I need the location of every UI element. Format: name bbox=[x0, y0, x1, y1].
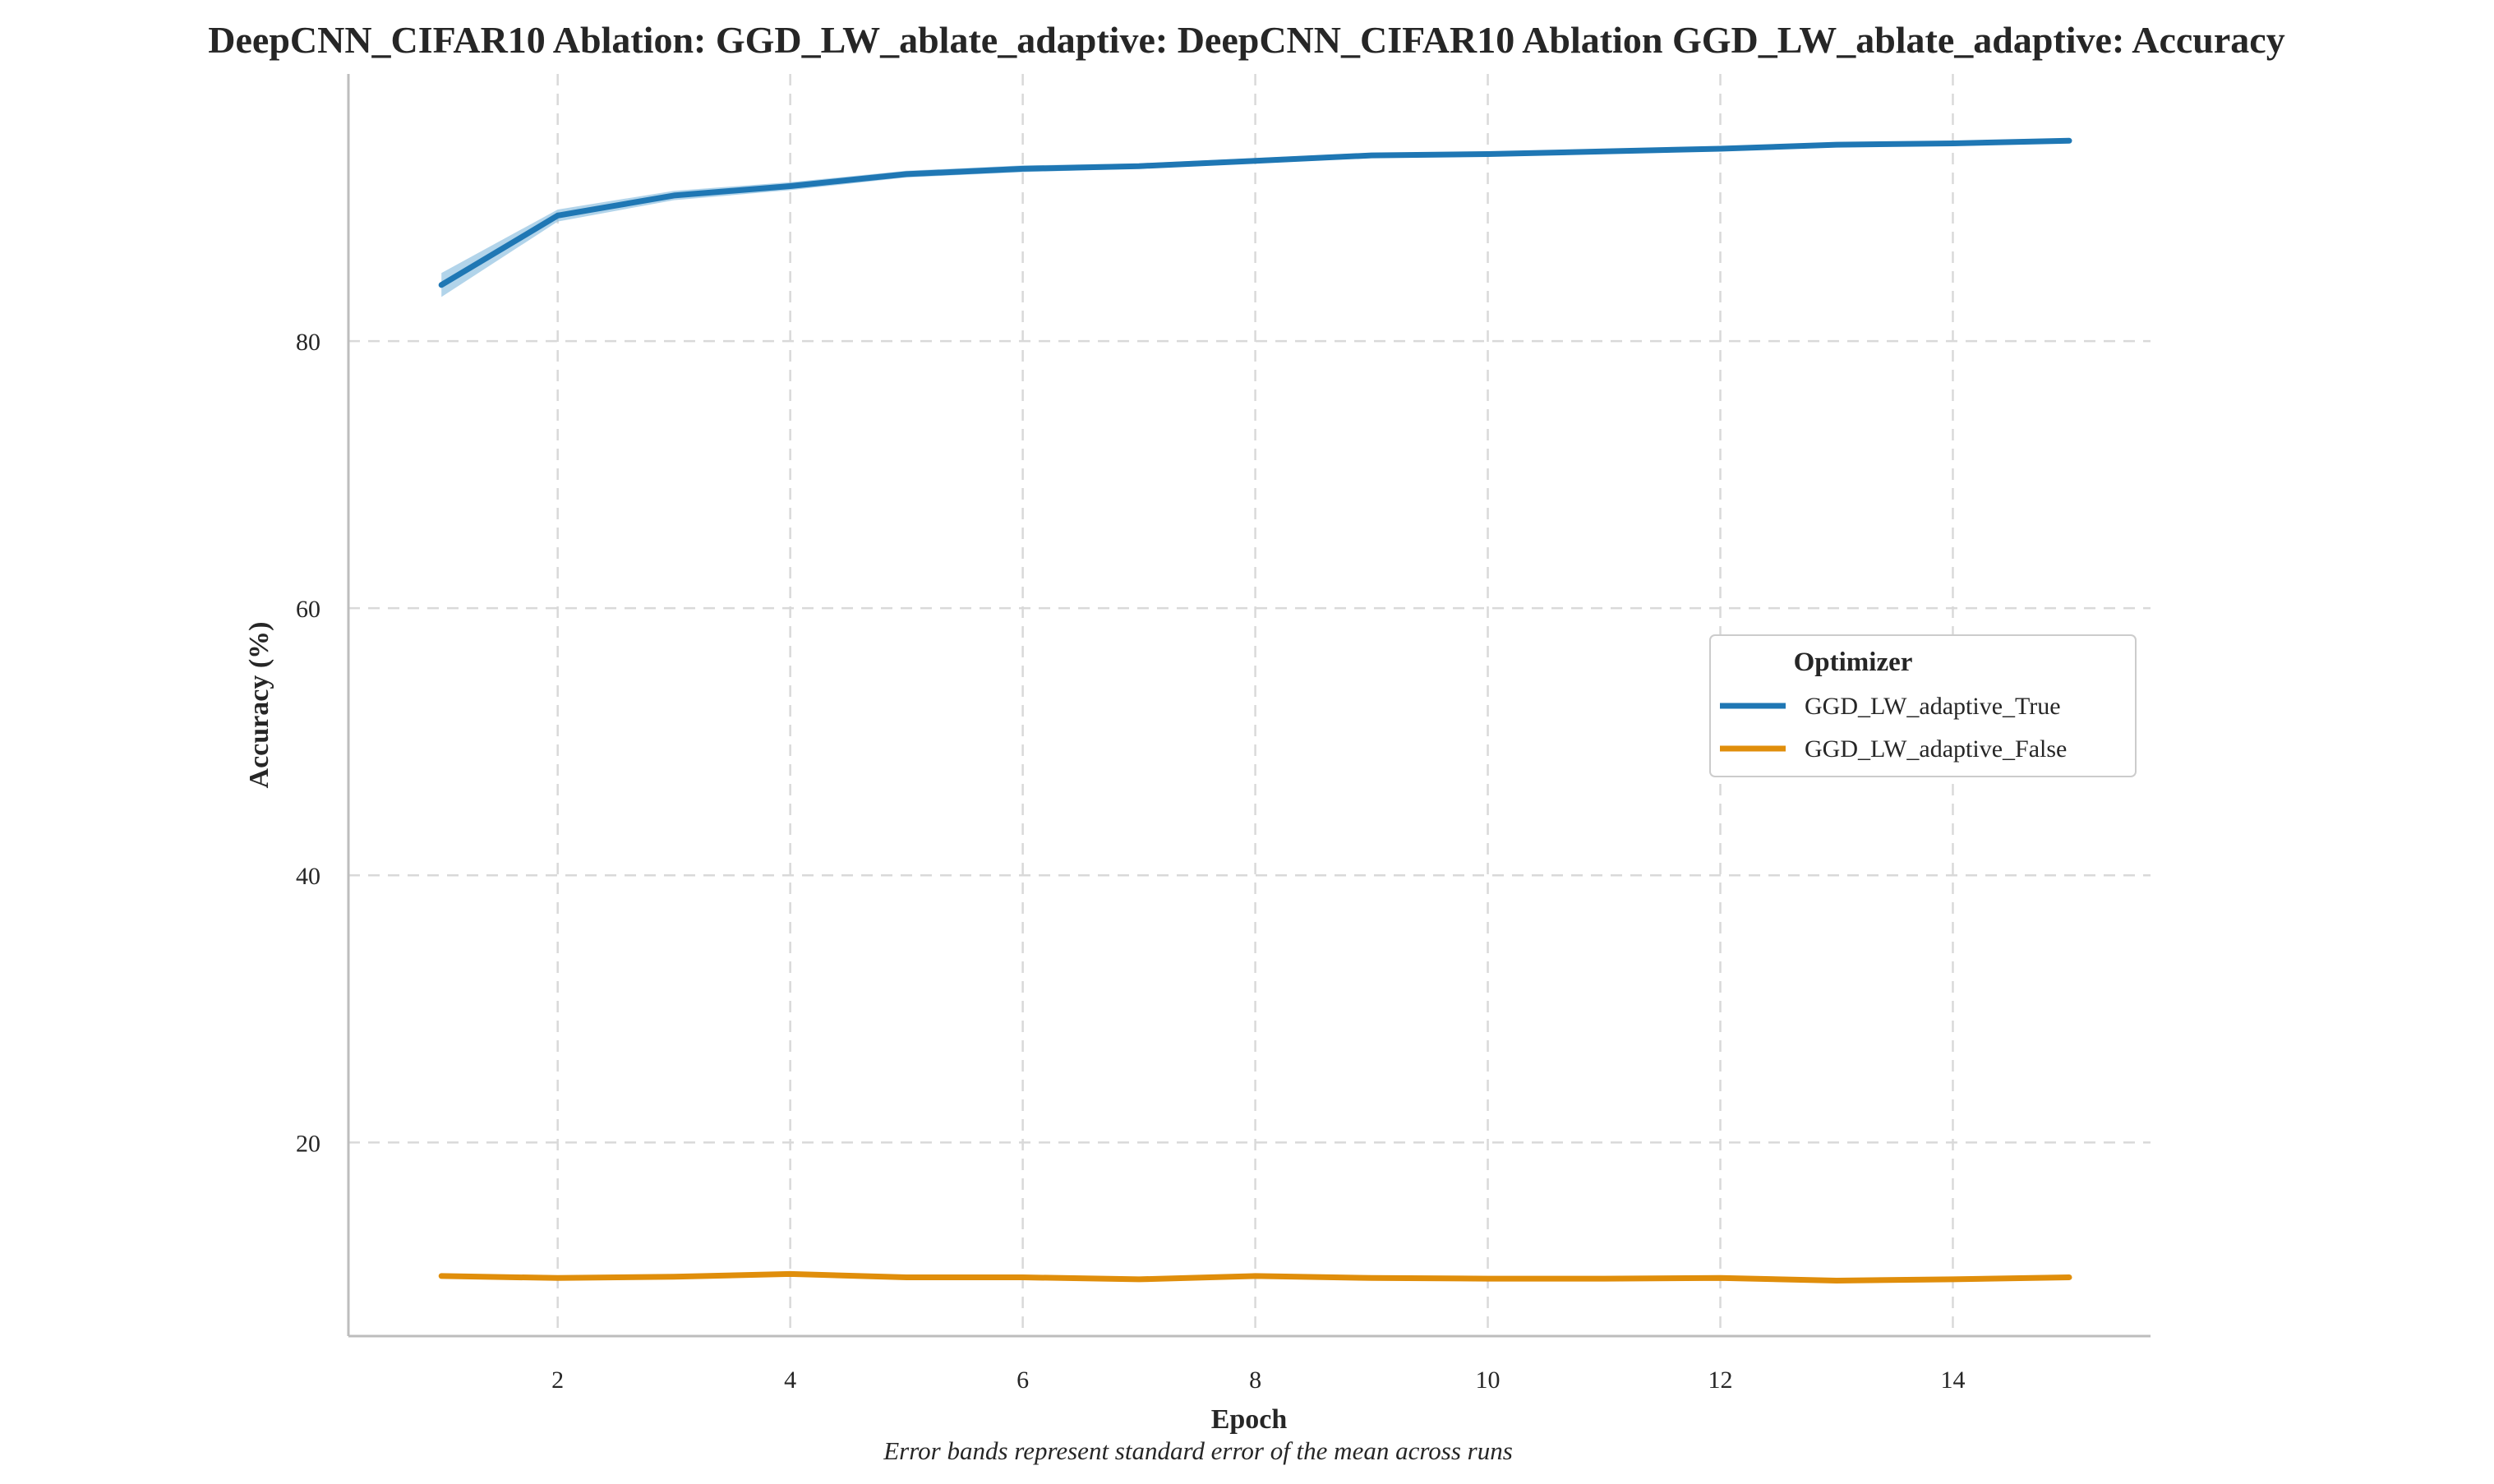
x-tick-label: 6 bbox=[1017, 1366, 1029, 1394]
x-tick-label: 4 bbox=[784, 1366, 796, 1394]
x-tick-label: 14 bbox=[1940, 1366, 1965, 1394]
x-tick-label: 10 bbox=[1476, 1366, 1501, 1394]
chart-title: DeepCNN_CIFAR10 Ablation: GGD_LW_ablate_… bbox=[208, 19, 2284, 61]
y-tick-label: 60 bbox=[296, 596, 320, 623]
y-ticks: 20 40 60 80 bbox=[296, 329, 320, 1157]
chart-caption: Error bands represent standard error of … bbox=[883, 1436, 1513, 1465]
x-tick-label: 2 bbox=[551, 1366, 564, 1394]
y-tick-label: 20 bbox=[296, 1130, 320, 1157]
legend-box bbox=[1709, 634, 2137, 777]
y-tick-label: 40 bbox=[296, 863, 320, 890]
series-line-ggd-lw-adaptive-true bbox=[438, 137, 2072, 288]
legend-title: Optimizer bbox=[1794, 648, 1913, 677]
legend-label-ggd-lw-adaptive-true: GGD_LW_adaptive_True bbox=[1805, 693, 2061, 720]
y-tick-label: 80 bbox=[296, 329, 320, 356]
x-axis-label: Epoch bbox=[1211, 1404, 1288, 1435]
x-tick-label: 8 bbox=[1249, 1366, 1261, 1394]
x-tick-label: 12 bbox=[1708, 1366, 1733, 1394]
series-line-ggd-lw-adaptive-false bbox=[438, 1270, 2072, 1284]
y-axis-label: Accuracy (%) bbox=[244, 622, 274, 789]
x-ticks: 2 4 6 8 10 12 14 bbox=[551, 1366, 1965, 1394]
legend: Optimizer GGD_LW_adaptive_True GGD_LW_ad… bbox=[1709, 634, 2137, 777]
series-lines bbox=[438, 137, 2072, 1284]
legend-label-ggd-lw-adaptive-false: GGD_LW_adaptive_False bbox=[1805, 735, 2067, 763]
